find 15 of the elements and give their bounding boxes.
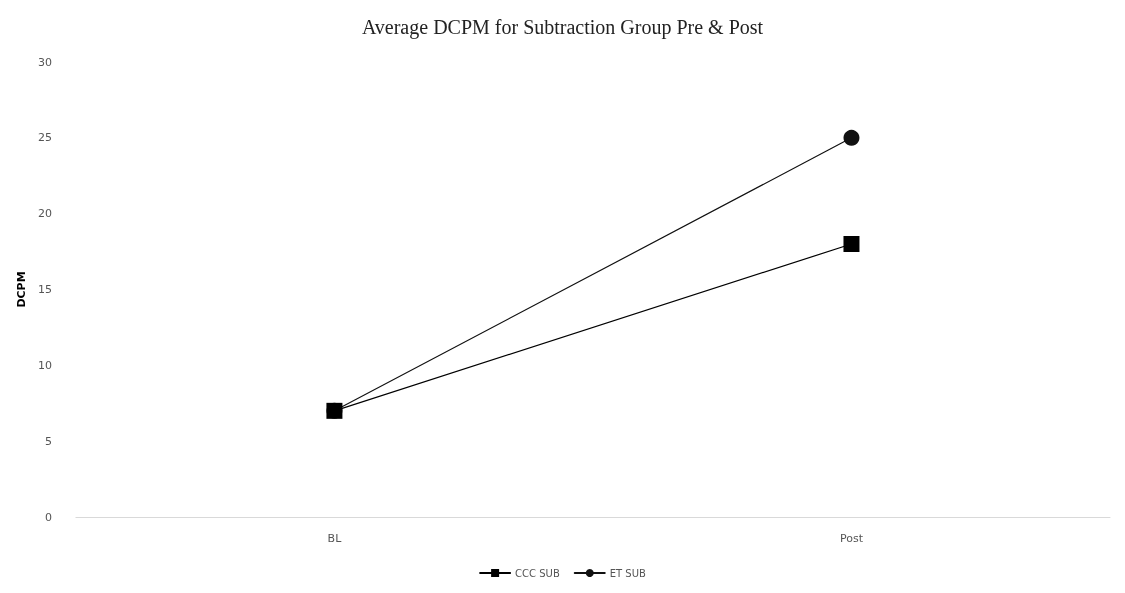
point xyxy=(843,236,860,252)
y-tick-label: 15 xyxy=(37,283,52,296)
x-tick-label: BL xyxy=(327,532,343,545)
legend-label: ET SUB xyxy=(609,567,647,579)
y-tick-label: 20 xyxy=(37,207,52,221)
chart-title: Average DCPM for Subtraction Group Pre & Post xyxy=(361,16,764,39)
legend-label: CCC SUB xyxy=(515,567,560,579)
x-tick-label: Post xyxy=(839,532,864,545)
y-tick-label: 30 xyxy=(37,55,52,69)
y-tick-label: 5 xyxy=(44,434,52,448)
point xyxy=(843,129,860,146)
y-axis-title: DCPM xyxy=(15,271,28,308)
y-tick-label: 10 xyxy=(37,358,52,372)
y-tick-label: 25 xyxy=(37,131,52,145)
y-tick-label: 0 xyxy=(44,510,52,524)
